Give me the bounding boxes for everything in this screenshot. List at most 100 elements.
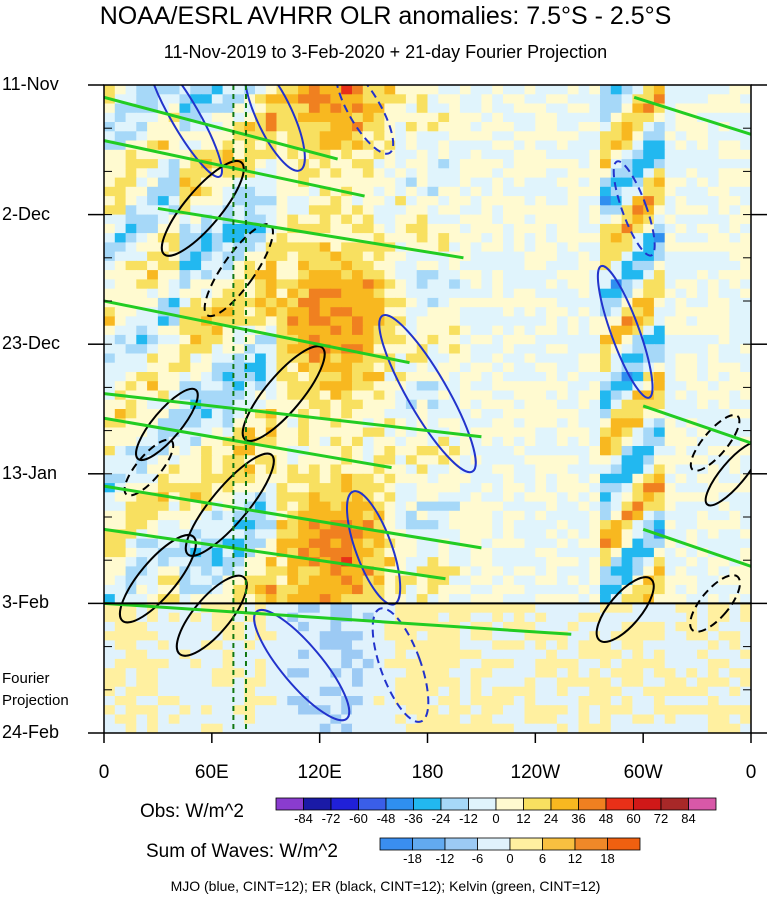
anomaly-cell [438,122,450,132]
anomaly-cell [341,557,353,567]
anomaly-cell [621,649,633,660]
anomaly-cell [125,483,137,493]
anomaly-cell [632,372,644,382]
anomaly-cell [492,177,504,188]
anomaly-cell [481,649,493,660]
anomaly-cell [643,233,655,243]
anomaly-cell [503,723,515,733]
anomaly-cell [664,547,677,558]
anomaly-cell [567,547,580,558]
anomaly-cell [179,714,191,725]
anomaly-cell [556,362,569,373]
anomaly-cell [255,658,267,669]
anomaly-cell [136,251,148,262]
anomaly-cell [298,547,310,558]
anomaly-cell [373,677,385,688]
anomaly-cell [222,279,234,290]
anomaly-cell [276,334,288,345]
anomaly-cell [546,205,558,216]
anomaly-cell [610,362,623,373]
x-tick-label: 0 [98,762,110,783]
anomaly-cell [686,492,698,503]
anomaly-cell [524,631,536,642]
anomaly-cell [546,649,558,660]
anomaly-cell [168,372,181,382]
anomaly-cell [481,427,493,438]
anomaly-cell [513,390,526,401]
anomaly-cell [675,705,687,716]
anomaly-cell [653,85,666,95]
anomaly-cell [513,621,526,632]
anomaly-cell [503,584,515,595]
anomaly-cell [449,297,461,308]
anomaly-cell [524,270,536,280]
anomaly-cell [610,520,623,530]
anomaly-cell [179,140,191,151]
anomaly-cell [341,381,353,392]
anomaly-cell [341,640,353,651]
anomaly-cell [470,260,482,271]
anomaly-cell [222,362,234,373]
anomaly-cell [255,621,267,632]
anomaly-cell [589,334,601,345]
cb-obs-label: 24 [543,811,559,826]
anomaly-cell [244,279,256,290]
anomaly-cell [276,612,288,623]
anomaly-cell [416,436,429,447]
anomaly-cell [330,649,342,660]
anomaly-cell [664,251,677,262]
anomaly-cell [255,529,267,540]
anomaly-cell [567,159,580,169]
anomaly-cell [179,696,191,706]
anomaly-cell [125,668,137,679]
anomaly-cell [438,325,450,336]
anomaly-cell [405,131,418,142]
anomaly-cell [567,122,580,132]
anomaly-cell [362,325,375,336]
anomaly-cell [330,325,342,336]
anomaly-cell [255,566,267,577]
anomaly-cell [718,94,730,105]
anomaly-cell [255,372,267,382]
anomaly-cell [405,677,418,688]
anomaly-cell [567,621,580,632]
anomaly-cell [201,677,213,688]
anomaly-cell [546,594,558,604]
anomaly-cell [524,446,536,456]
anomaly-cell [449,149,461,160]
anomaly-cell [740,260,751,271]
anomaly-cell [556,705,569,716]
anomaly-cell [416,696,429,706]
anomaly-cell [621,270,633,280]
anomaly-cell [190,696,202,706]
anomaly-cell [255,640,267,651]
anomaly-cell [405,705,418,716]
anomaly-cell [201,631,213,642]
anomaly-cell [136,483,148,493]
anomaly-cell [114,205,127,216]
anomaly-cell [513,418,526,429]
anomaly-cell [201,418,213,429]
anomaly-cell [427,501,439,512]
anomaly-cell [265,427,278,438]
anomaly-cell [643,510,655,521]
anomaly-cell [255,575,267,586]
anomaly-cell [168,344,181,355]
anomaly-cell [136,214,148,225]
anomaly-cell [157,686,170,697]
anomaly-cell [244,196,256,206]
anomaly-cell [729,510,741,521]
anomaly-cell [621,658,633,669]
anomaly-cell [352,270,364,280]
anomaly-cell [675,631,687,642]
anomaly-cell [449,714,461,725]
anomaly-cell [405,362,418,373]
anomaly-cell [664,288,677,299]
er-contour [118,534,197,624]
anomaly-cell [503,372,515,382]
anomaly-cell [330,483,342,493]
anomaly-cell [427,344,439,355]
anomaly-cell [362,307,375,318]
anomaly-cell [373,251,385,262]
anomaly-cell [653,473,666,484]
